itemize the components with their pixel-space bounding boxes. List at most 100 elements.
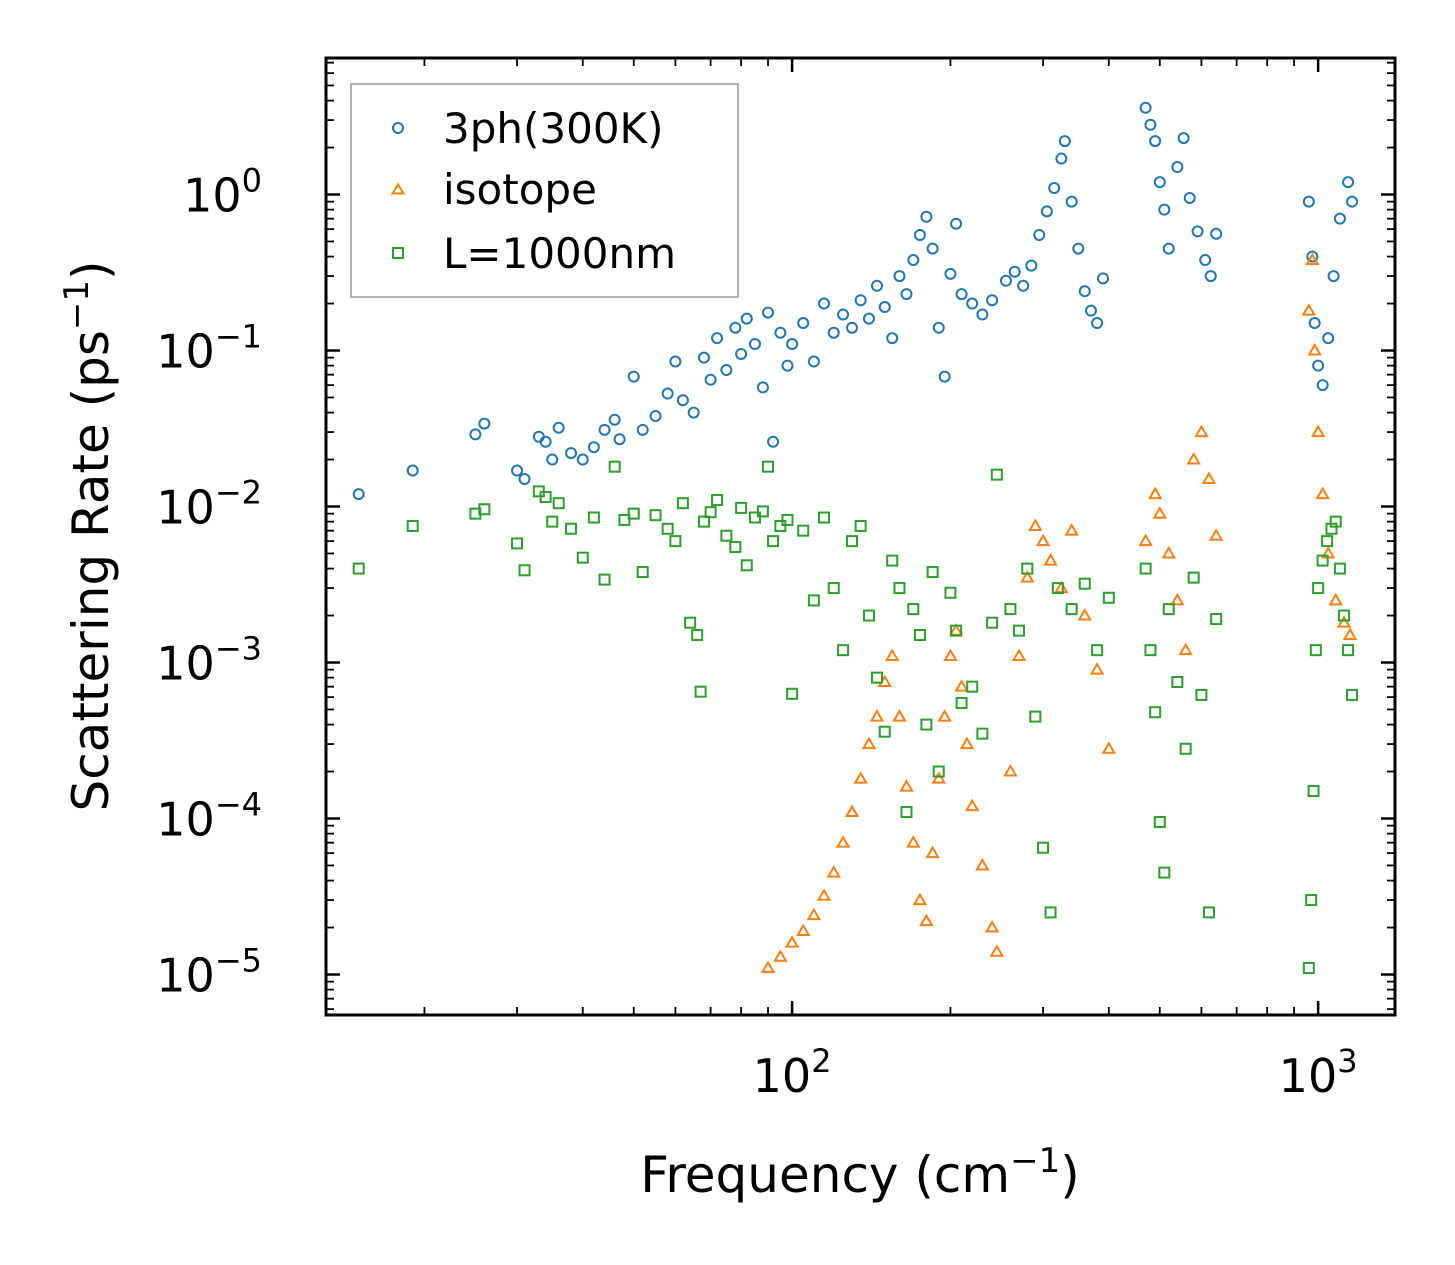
data-point [1153,815,1166,828]
data-point [781,513,794,526]
data-point [846,321,859,334]
data-point [608,460,621,473]
data-point [1144,644,1157,657]
data-point [1312,582,1325,595]
y-tick-label: 10−1 [156,318,262,379]
data-point [1158,866,1171,879]
data-point [806,907,822,921]
data-point [1204,270,1217,283]
plot-frame [324,56,1397,1017]
data-point [740,312,753,325]
x-axis-label: Frequency (cm−1) [640,1141,1080,1204]
data-point [862,312,875,325]
x-tick-label: 102 [753,1042,832,1103]
data-point [1191,225,1204,238]
data-point [989,944,1005,957]
series-1 [760,252,1358,974]
data-point [827,582,840,595]
data-point [598,573,611,586]
data-point [990,468,1003,481]
data-point [944,267,957,280]
data-point [598,423,611,436]
data-point [694,685,707,698]
data-point [1321,535,1334,548]
data-point [1177,132,1190,145]
data-point [932,321,945,334]
data-point [1171,675,1184,688]
data-point [687,406,700,419]
data-point [920,718,933,731]
data-point [762,306,775,319]
data-point [684,616,697,629]
data-point [1072,242,1085,255]
data-point [661,387,674,400]
data-point [767,435,780,448]
data-point [1077,608,1092,621]
data-point [1078,285,1091,298]
data-point [1035,533,1051,547]
data-point [835,835,851,848]
data-point [1064,523,1079,536]
data-point [1305,252,1320,266]
data-point [861,736,877,750]
data-point [1089,662,1105,675]
data-point [913,229,926,242]
data-point [926,242,939,255]
data-point [565,447,578,460]
data-point [720,529,733,542]
data-point [1084,304,1097,317]
data-point [1161,545,1176,559]
data-point [1202,906,1215,919]
data-point [1078,577,1091,590]
data-point [837,644,850,657]
data-point [862,609,875,622]
data-point [1028,518,1043,531]
data-point [1033,229,1046,242]
data-point [1316,379,1329,392]
data-point [518,564,531,577]
data-point [907,254,920,267]
data-point [1017,279,1030,292]
data-point [886,332,899,345]
data-point [1342,644,1355,657]
data-point [966,297,979,310]
data-point [735,501,748,514]
data-point [893,270,906,283]
data-point [704,373,717,386]
data-point [944,586,957,599]
data-point [676,497,689,510]
data-point [870,279,883,292]
data-point [627,507,640,520]
data-point [964,798,980,812]
data-point [912,892,928,906]
tick-labels: 102 103 100 10−1 10−2 10−3 10−4 10−5 [156,162,1357,1103]
data-point [636,423,649,436]
data-point [907,603,920,616]
data-point [919,913,934,927]
data-point [636,566,649,579]
data-point [1346,688,1359,701]
data-point [773,949,788,962]
data-point [697,351,710,364]
data-point [1309,644,1322,657]
data-point [1342,176,1355,189]
data-point [1097,272,1110,285]
legend-marker-isotope [390,182,406,195]
data-point [1102,591,1115,604]
data-point [1043,553,1058,566]
y-axis-label: Scattering Rate (ps−1) [57,260,120,811]
data-point [762,460,775,473]
data-point [1139,101,1152,114]
data-point [1153,176,1166,189]
data-point [1091,317,1104,330]
data-point [767,535,780,548]
data-point [1310,424,1326,438]
data-point [587,441,600,454]
data-point [899,779,914,792]
data-point [1138,533,1153,547]
data-point [884,648,900,662]
data-point [784,935,800,948]
data-point [608,413,621,426]
data-point [1003,764,1018,777]
data-point [352,488,365,501]
